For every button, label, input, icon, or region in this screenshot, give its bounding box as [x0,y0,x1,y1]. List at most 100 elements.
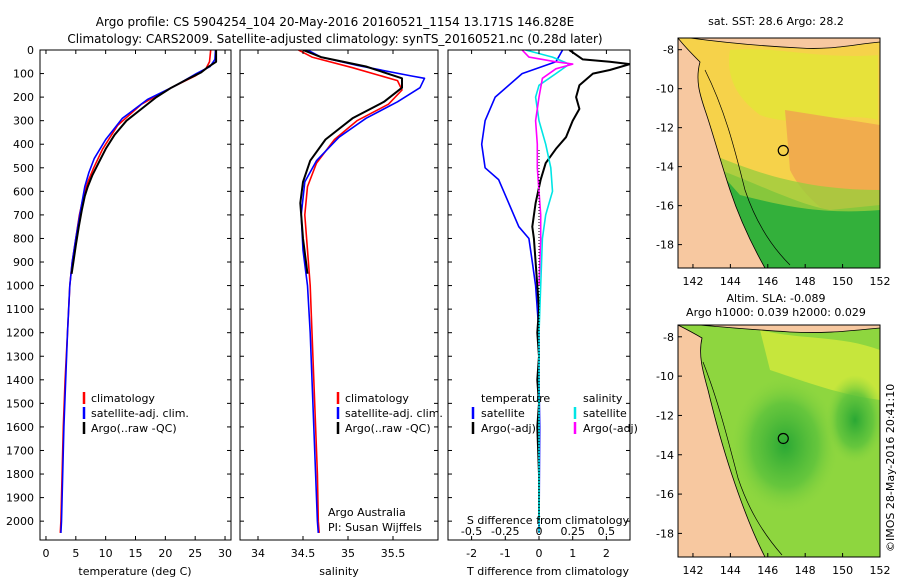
y-tick-label: 1800 [6,468,34,481]
x-tick-label: 0 [536,547,543,560]
map-lat-label: -8 [663,44,674,57]
y-tick-label: 2000 [6,515,34,528]
map-lon-label: 150 [832,275,853,288]
x-tick-label: 25 [188,547,202,560]
sst-transition-band [700,150,880,212]
y-tick-label: 1600 [6,421,34,434]
annotation-line1: Argo Australia [328,506,406,519]
y-tick-label: 1500 [6,397,34,410]
sla-map-title1: Altim. SLA: -0.089 [726,292,825,305]
series-line-salinity-argo-adj- [521,50,574,286]
map-lat-label: -10 [656,83,674,96]
sla-low-anomaly [730,375,840,515]
sla-low-anomaly-east [825,375,880,465]
legend-header-temperature: temperature [481,392,550,405]
s-diff-tick-label: 0.5 [598,525,616,538]
x-tick-label: 2 [603,547,610,560]
map-lat-label: -18 [656,527,674,540]
sla-land-png [699,325,880,333]
series-line-salinity-satellite [525,50,571,533]
difference-panel: -2 -1 0 1 2 -0.5 -0.25 0 0.25 0.5 S difference f… [447,49,638,578]
sst-land-png [689,38,880,49]
x-tick-label: 35 [341,547,355,560]
map-lat-label: -14 [656,161,674,174]
x-tick-label: 10 [99,547,113,560]
sst-reef-contour [704,69,791,266]
legend-label-argo: Argo(..raw -QC) [345,422,431,435]
sst-map-frame [677,37,881,269]
salinity-axes-frame [239,49,439,541]
x-tick-label: 0 [42,547,49,560]
x-tick-label: 1 [569,547,576,560]
temperature-xlabel: temperature (deg C) [78,565,191,578]
x-tick-label: -2 [466,547,477,560]
series-line-temperature-argo-adj- [531,50,630,522]
y-tick-label: 1300 [6,350,34,363]
map-lat-label: -16 [656,488,674,501]
series-line-satellite-adj-clim- [60,50,217,533]
sla-reef-contour [702,361,783,556]
x-tick-label: 34 [251,547,265,560]
legend-label-temp-satellite: satellite [481,407,525,420]
series-line-temperature-satellite [480,50,564,533]
y-tick-label: 800 [13,232,34,245]
map-lon-label: 152 [870,564,891,577]
sst-argo-location-marker [777,144,789,157]
legend-label-argo: Argo(..raw -QC) [91,422,177,435]
y-tick-label: 400 [13,138,34,151]
imos-credit: ©IMOS 28-May-2016 20:41:10 [884,384,897,552]
legend-label-satellite: satellite-adj. clim. [91,407,189,420]
y-tick-label: 0 [27,44,34,57]
y-tick-label: 1700 [6,444,34,457]
y-tick-label: 700 [13,209,34,222]
legend-header-salinity: salinity [583,392,623,405]
t-difference-label: T difference from climatology [466,565,629,578]
map-lat-label: -16 [656,200,674,213]
map-lat-label: -12 [656,122,674,135]
s-difference-label: S difference from climatology [467,514,630,527]
salinity-xlabel: salinity [319,565,359,578]
series-line-satellite-adj-clim- [300,50,426,533]
y-tick-label: 500 [13,162,34,175]
map-lon-label: 152 [870,275,891,288]
salinity-panel: 34 34.5 35 35.5 salinity climatology satell… [239,49,443,578]
series-line-argo-raw-qc- [299,50,403,274]
x-tick-label: 35.5 [381,547,406,560]
map-lat-label: -12 [656,409,674,422]
legend-label-climatology: climatology [345,392,409,405]
sst-yellow-zone [729,48,878,121]
map-lat-label: -14 [656,449,674,462]
y-tick-label: 100 [13,68,34,81]
x-tick-label: 30 [218,547,232,560]
series-line-climatology [59,50,212,533]
x-tick-label: 5 [72,547,79,560]
map-lat-label: -8 [663,331,674,344]
sla-map: Altim. SLA: -0.089 Argo h1000: 0.039 h20… [656,292,890,577]
sla-argo-location-marker [777,432,789,445]
sst-map-title: sat. SST: 28.6 Argo: 28.2 [708,15,844,28]
map-lat-label: -10 [656,370,674,383]
map-lon-label: 146 [757,275,778,288]
s-diff-tick-label: 0.25 [560,525,585,538]
map-lon-label: 142 [682,564,703,577]
y-tick-label: 200 [13,91,34,104]
legend-label-temp-argo: Argo(-adj) [481,422,536,435]
x-tick-label: 20 [158,547,172,560]
y-tick-label: 1200 [6,327,34,340]
map-lon-label: 144 [720,564,741,577]
legend-label-climatology: climatology [91,392,155,405]
x-tick-label: -1 [500,547,511,560]
y-tick-label: 900 [13,256,34,269]
legend-label-sal-argo: Argo(-adj) [583,422,638,435]
series-line-argo-raw-qc- [70,50,218,274]
header-line1: Argo profile: CS 5904254_104 20-May-2016… [96,15,574,29]
map-lat-label: -18 [656,239,674,252]
difference-legend: temperature salinity satellite Argo(-adj… [471,392,638,435]
legend-label-sal-satellite: satellite [583,407,627,420]
temperature-panel: 0100200300400500600700800900100011001200… [6,44,232,578]
s-diff-tick-label: -0.5 [461,525,482,538]
map-lon-label: 148 [795,564,816,577]
s-diff-tick-label: -0.25 [491,525,519,538]
s-diff-tick-label: 0 [536,525,543,538]
sst-land-cape-york [678,38,766,268]
